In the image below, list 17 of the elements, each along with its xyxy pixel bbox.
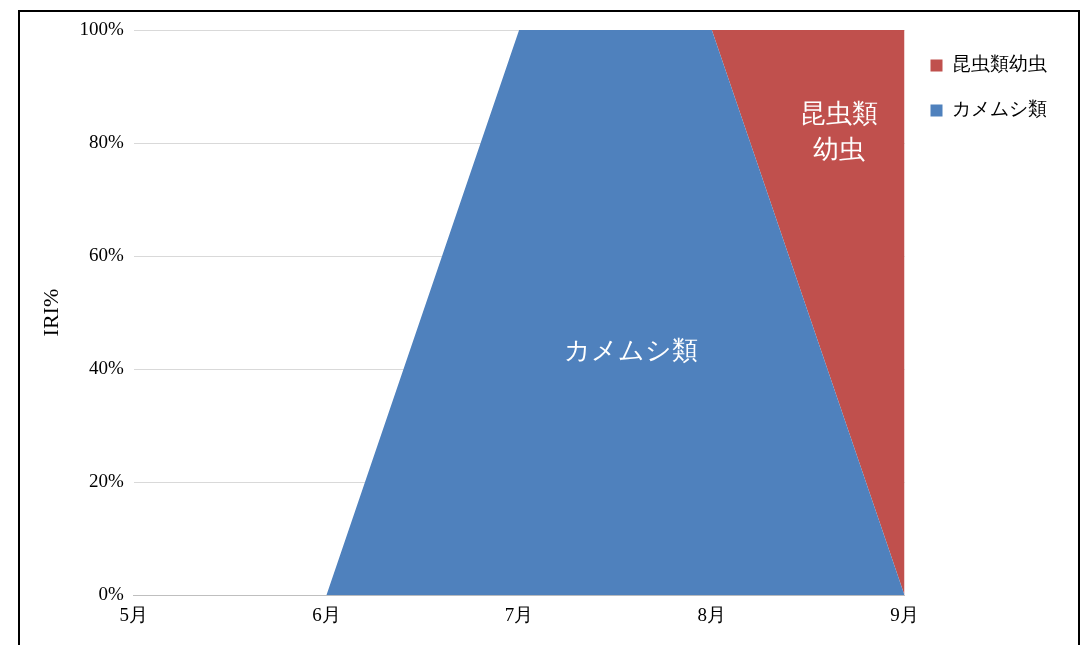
y-tick-label: 80% xyxy=(88,131,124,153)
x-tick-label: 7月 xyxy=(504,603,534,625)
x-tick-label: 6月 xyxy=(312,603,341,625)
y-axis-title: IRI% xyxy=(37,288,63,337)
annotation: 幼虫 xyxy=(812,134,865,165)
annotation: カメムシ類 xyxy=(563,334,698,365)
y-tick-label: 100% xyxy=(79,17,124,39)
legend-label: 昆虫類幼虫 xyxy=(952,52,1047,75)
x-tick-label: 8月 xyxy=(697,603,727,625)
y-tick-label: 40% xyxy=(88,357,124,379)
y-tick-label: 60% xyxy=(88,244,124,266)
x-tick-label: 5月 xyxy=(119,603,148,625)
annotation: 昆虫類 xyxy=(799,97,878,128)
x-tick-label: 9月 xyxy=(890,603,919,625)
y-tick-label: 20% xyxy=(88,470,124,492)
legend-label: カメムシ類 xyxy=(952,97,1047,120)
y-tick-label: 0% xyxy=(98,583,124,605)
